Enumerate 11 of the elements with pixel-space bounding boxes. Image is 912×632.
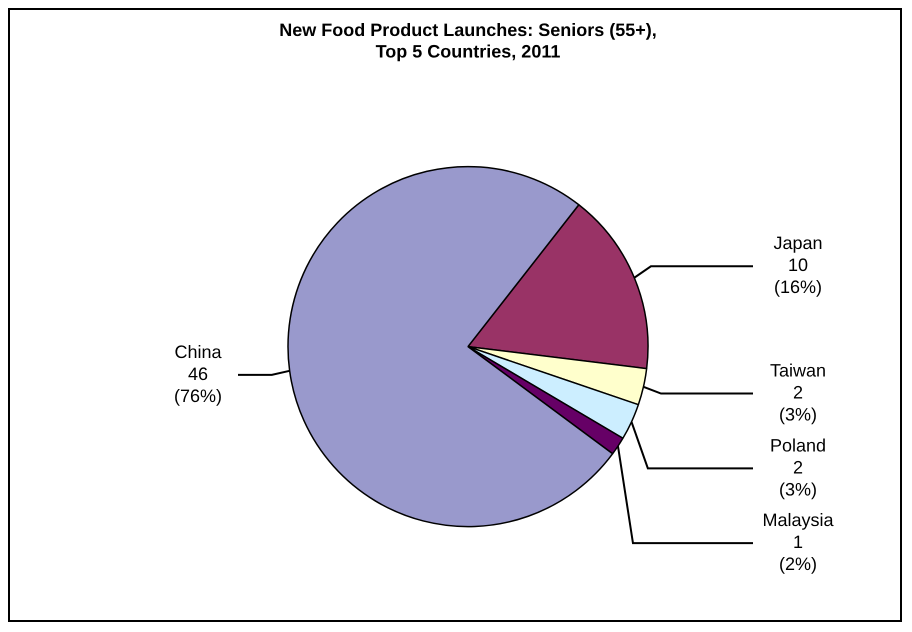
- slice-label: Poland: [770, 435, 826, 456]
- slice-label: China: [174, 342, 223, 362]
- data-label: 2 (3%): [778, 382, 818, 425]
- slice-label: Taiwan: [770, 360, 826, 381]
- data-label: 46 (76%): [174, 364, 222, 406]
- data-label: 2 (3%): [778, 457, 818, 500]
- data-label: 10 (16%): [774, 255, 822, 298]
- data-label: 1 (2%): [778, 532, 818, 574]
- chart-title: New Food Product Launches: Seniors (55+), Top 5 Countries, 2011: [279, 20, 657, 62]
- slice-label: Japan: [773, 233, 823, 254]
- slice-label: Malaysia: [762, 510, 834, 530]
